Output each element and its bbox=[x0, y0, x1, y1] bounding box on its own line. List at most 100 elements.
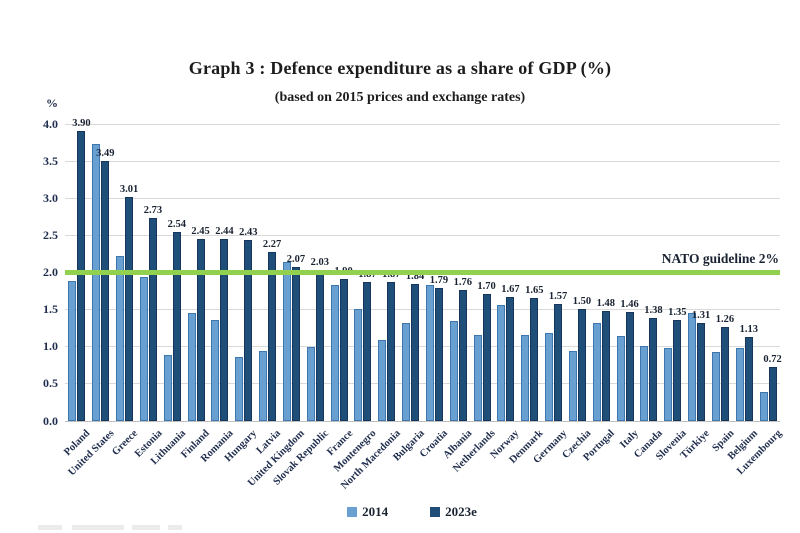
y-tick-label-1.0: 1.0 bbox=[43, 339, 58, 354]
chart-title: Graph 3 : Defence expenditure as a share… bbox=[188, 58, 612, 78]
bar-2023e-montenegro bbox=[363, 281, 372, 421]
bar-2014-türkiye bbox=[688, 312, 697, 421]
legend-swatch-2023e bbox=[430, 507, 441, 517]
gridline-0.5 bbox=[65, 383, 780, 385]
legend: 2014 2023e bbox=[12, 503, 800, 521]
bar-2014-canada bbox=[640, 345, 649, 421]
bar-2023e-lithuania bbox=[172, 231, 181, 421]
value-label-poland: 3.90 bbox=[72, 117, 91, 129]
value-label-slovenia: 1.35 bbox=[668, 307, 687, 319]
value-label-united-states: 3.49 bbox=[96, 148, 115, 160]
bar-2023e-belgium bbox=[744, 336, 753, 421]
bar-2023e-slovak-republic bbox=[315, 269, 324, 421]
legend-item-2023e: 2023e bbox=[430, 504, 477, 520]
nato-guideline-label: NATO guideline 2% bbox=[661, 251, 779, 266]
bar-2023e-denmark bbox=[530, 298, 539, 421]
value-label-belgium: 1.13 bbox=[739, 323, 758, 335]
bar-2014-luxembourg bbox=[759, 392, 768, 421]
value-label-albania: 1.76 bbox=[453, 276, 472, 288]
bar-2014-finland bbox=[187, 312, 196, 421]
bar-2023e-portugal bbox=[601, 310, 610, 421]
bar-2014-norway bbox=[497, 305, 506, 421]
value-label-estonia: 2.73 bbox=[143, 204, 163, 216]
gridline-2.5 bbox=[65, 234, 780, 236]
bar-2014-spain bbox=[711, 352, 720, 421]
bar-2023e-latvia bbox=[268, 251, 277, 421]
y-tick-label-2.5: 2.5 bbox=[43, 227, 58, 242]
bar-2023e-greece bbox=[125, 197, 134, 421]
bar-2014-north-macedonia bbox=[378, 339, 387, 421]
value-label-norway: 1.67 bbox=[501, 283, 520, 295]
y-tick-label-2.0: 2.0 bbox=[43, 265, 58, 279]
bar-2014-slovenia bbox=[664, 347, 673, 421]
bar-2023e-romania bbox=[220, 239, 229, 421]
bar-2023e-türkiye bbox=[697, 323, 706, 421]
legend-item-2014: 2014 bbox=[347, 504, 388, 520]
plot-area: 3.90 3.49 3.01 2.73 2.54 2.45 2.44 2.43 2.27 2.07… bbox=[65, 118, 782, 422]
bar-2023e-italy bbox=[625, 312, 634, 421]
bar-2014-latvia bbox=[259, 350, 268, 421]
value-label-hungary: 2.43 bbox=[239, 227, 258, 239]
gridline-3.0 bbox=[65, 197, 780, 199]
gridline-1.5 bbox=[65, 309, 780, 311]
bar-2023e-norway bbox=[506, 296, 515, 421]
y-tick-label-3.0: 3.0 bbox=[43, 190, 58, 205]
y-tick-label-0.5: 0.5 bbox=[43, 376, 58, 391]
bar-2023e-united-states bbox=[101, 161, 110, 421]
value-label-italy: 1.46 bbox=[620, 299, 639, 311]
legend-label-2014: 2014 bbox=[362, 504, 389, 519]
y-tick-label-1.5: 1.5 bbox=[43, 302, 58, 317]
value-label-türkiye: 1.31 bbox=[691, 310, 711, 322]
cropped-footnote-fragment bbox=[72, 525, 124, 530]
bar-2023e-slovenia bbox=[673, 320, 682, 421]
value-label-greece: 3.01 bbox=[119, 184, 139, 195]
y-tick-label-4.0: 4.0 bbox=[43, 116, 58, 131]
bar-2014-romania bbox=[211, 320, 220, 421]
bar-2014-lithuania bbox=[163, 355, 172, 421]
value-label-czechia: 1.50 bbox=[572, 296, 592, 308]
bar-2014-france bbox=[330, 285, 339, 421]
value-label-united-kingdom: 2.07 bbox=[286, 253, 306, 265]
bar-2014-netherlands bbox=[473, 335, 482, 421]
value-label-finland: 2.45 bbox=[191, 225, 210, 237]
cropped-footnote-fragment bbox=[168, 525, 182, 530]
bar-2014-united-kingdom bbox=[282, 261, 291, 421]
value-label-slovak-republic: 2.03 bbox=[310, 256, 329, 268]
bar-2014-montenegro bbox=[354, 309, 363, 421]
bar-2023e-czechia bbox=[577, 309, 586, 421]
value-label-luxembourg: 0.72 bbox=[763, 354, 782, 366]
bar-2014-portugal bbox=[592, 323, 601, 421]
value-label-spain: 1.26 bbox=[715, 313, 735, 325]
bar-2014-italy bbox=[616, 335, 625, 421]
bar-2023e-france bbox=[339, 279, 348, 421]
value-label-portugal: 1.48 bbox=[596, 297, 615, 309]
bar-2023e-netherlands bbox=[482, 294, 491, 421]
bar-2014-united-states bbox=[92, 144, 101, 421]
cropped-footnote-fragment bbox=[132, 525, 160, 530]
legend-label-2023e: 2023e bbox=[445, 504, 477, 519]
value-label-romania: 2.44 bbox=[215, 226, 234, 238]
y-tick-label-3.5: 3.5 bbox=[43, 153, 58, 168]
bar-2023e-hungary bbox=[244, 240, 253, 421]
gridline-3.5 bbox=[65, 160, 780, 162]
y-tick-label-0.0: 0.0 bbox=[43, 413, 58, 428]
bar-2023e-spain bbox=[720, 326, 729, 421]
chart-subtitle: (based on 2015 prices and exchange rates… bbox=[274, 90, 526, 105]
cropped-footnote-fragment bbox=[38, 525, 62, 530]
nato-guideline-line bbox=[65, 270, 780, 275]
value-label-latvia: 2.27 bbox=[262, 238, 282, 250]
gridline-4.0 bbox=[65, 123, 780, 125]
bar-2014-germany bbox=[545, 332, 554, 421]
gridline-1.0 bbox=[65, 346, 780, 348]
bar-2023e-albania bbox=[458, 289, 467, 421]
value-label-netherlands: 1.70 bbox=[477, 281, 496, 293]
bar-2014-estonia bbox=[139, 277, 148, 421]
value-label-croatia: 1.79 bbox=[429, 274, 449, 286]
bar-2023e-croatia bbox=[434, 287, 443, 421]
bar-2014-poland bbox=[68, 280, 77, 421]
bar-2023e-germany bbox=[554, 303, 563, 421]
bar-2014-bulgaria bbox=[402, 323, 411, 421]
value-label-denmark: 1.65 bbox=[525, 284, 544, 296]
y-axis-unit-label: % bbox=[46, 96, 58, 110]
